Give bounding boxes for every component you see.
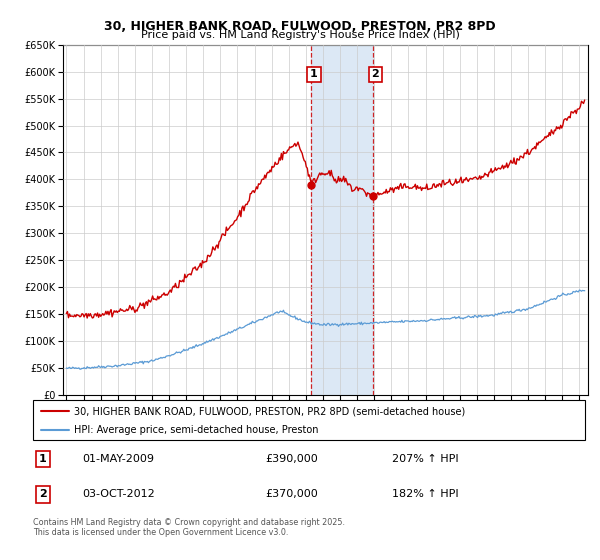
Text: Price paid vs. HM Land Registry's House Price Index (HPI): Price paid vs. HM Land Registry's House … [140, 30, 460, 40]
Text: 1: 1 [39, 454, 47, 464]
Text: £390,000: £390,000 [265, 454, 317, 464]
Text: Contains HM Land Registry data © Crown copyright and database right 2025.
This d: Contains HM Land Registry data © Crown c… [33, 518, 345, 538]
Text: 03-OCT-2012: 03-OCT-2012 [83, 489, 155, 500]
Text: 182% ↑ HPI: 182% ↑ HPI [392, 489, 458, 500]
FancyBboxPatch shape [33, 400, 585, 440]
Text: 30, HIGHER BANK ROAD, FULWOOD, PRESTON, PR2 8PD: 30, HIGHER BANK ROAD, FULWOOD, PRESTON, … [104, 20, 496, 33]
Text: £370,000: £370,000 [265, 489, 317, 500]
Text: 30, HIGHER BANK ROAD, FULWOOD, PRESTON, PR2 8PD (semi-detached house): 30, HIGHER BANK ROAD, FULWOOD, PRESTON, … [74, 407, 466, 417]
Text: 207% ↑ HPI: 207% ↑ HPI [392, 454, 458, 464]
Text: HPI: Average price, semi-detached house, Preston: HPI: Average price, semi-detached house,… [74, 425, 319, 435]
Text: 2: 2 [39, 489, 47, 500]
Text: 2: 2 [371, 69, 379, 80]
Bar [311, 45, 373, 395]
Text: 01-MAY-2009: 01-MAY-2009 [83, 454, 155, 464]
Text: 1: 1 [310, 69, 318, 80]
